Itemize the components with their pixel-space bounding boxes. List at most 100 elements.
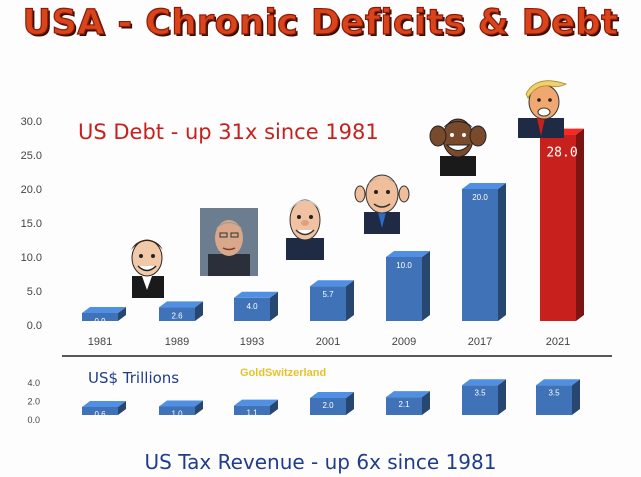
caricature-2009-image — [429, 118, 487, 176]
debt-bar-front — [82, 313, 118, 321]
tax-data-label: 1.0 — [171, 410, 183, 419]
debt-x-tick: 1989 — [165, 336, 189, 348]
caricature-1993-image — [286, 199, 324, 260]
debt-data-label: 20.0 — [472, 193, 488, 202]
tax-y-tick: 2.0 — [27, 397, 40, 407]
tax-bar-top — [234, 399, 278, 406]
tax-bar-side — [118, 401, 126, 415]
debt-data-label: 0.9 — [94, 317, 106, 326]
debt-data-label: 28.0 — [546, 146, 577, 161]
debt-bar-front — [462, 189, 498, 321]
tax-bar-side — [195, 400, 203, 415]
debt-y-tick: 5.0 — [27, 286, 42, 298]
debt-data-label: 2.6 — [171, 311, 183, 320]
tax-y-tick: 0.0 — [27, 415, 40, 425]
unit-label: US$ Trillions — [88, 369, 180, 387]
tax-bar-top — [462, 379, 506, 386]
debt-bar-side — [270, 291, 278, 321]
tax-data-label: 1.1 — [246, 409, 258, 418]
caricature-1981-image — [131, 239, 164, 298]
debt-bar-top — [386, 251, 430, 257]
debt-y-tick: 20.0 — [21, 184, 42, 196]
debt-bar-top — [159, 301, 203, 308]
debt-bar-front — [159, 307, 195, 321]
tax-bar-front — [159, 406, 195, 415]
tax-bar — [462, 379, 506, 415]
debt-data-label: 5.7 — [322, 290, 334, 299]
debt-y-tick: 0.0 — [27, 320, 42, 332]
tax-bar-side — [422, 391, 430, 415]
debt-bar-front — [540, 134, 576, 321]
tax-y-tick: 4.0 — [27, 378, 40, 388]
tax-data-label: 0.6 — [94, 410, 106, 419]
debt-x-tick: 2021 — [546, 336, 570, 348]
debt-y-tick: 25.0 — [21, 150, 42, 162]
tax-bar — [234, 399, 278, 415]
debt-bar-side — [195, 301, 203, 321]
debt-bar — [82, 307, 126, 321]
debt-x-tick: 1981 — [88, 336, 112, 348]
tax-bar-front — [386, 397, 422, 415]
tax-bar — [386, 391, 430, 415]
tax-data-label: 2.1 — [398, 400, 410, 409]
debt-y-tick: 15.0 — [21, 218, 42, 230]
debt-bar-side — [576, 128, 584, 321]
debt-x-tick: 2001 — [316, 336, 340, 348]
tax-bar — [536, 379, 580, 415]
debt-x-tick: 1993 — [240, 336, 264, 348]
tax-data-label: 2.0 — [322, 401, 334, 410]
debt-bar — [462, 183, 506, 321]
debt-bar-front — [310, 286, 346, 321]
caricature-2001-image — [354, 174, 410, 234]
debt-annotation: US Debt - up 31x since 1981 — [78, 120, 379, 144]
tax-y-axis-ticks: 0.0 2.0 4.0 — [27, 378, 40, 425]
tax-bar-top — [159, 400, 203, 407]
tax-bar-front — [536, 385, 572, 415]
tax-bar-top — [310, 392, 354, 398]
debt-bar-side — [118, 307, 126, 321]
debt-bar-side — [346, 280, 354, 321]
caricature-2021-image — [518, 80, 568, 138]
tax-bar-top — [536, 379, 580, 386]
tax-bar-front — [462, 385, 498, 415]
debt-bar — [386, 251, 430, 321]
tax-bar — [159, 400, 203, 415]
tax-bar-side — [572, 379, 580, 415]
debt-bar — [310, 280, 354, 321]
debt-data-label: 4.0 — [246, 302, 258, 311]
debt-bar — [159, 301, 203, 321]
watermark: GoldSwitzerland — [240, 367, 327, 379]
tax-bar-top — [386, 391, 430, 398]
debt-data-label: 10.0 — [396, 261, 412, 270]
debt-bar-top — [310, 280, 354, 287]
tax-bar-front — [310, 398, 346, 415]
debt-bar-side — [498, 183, 506, 321]
debt-x-tick: 2009 — [392, 336, 416, 348]
debt-bar-front — [234, 297, 270, 321]
debt-bar-front — [386, 257, 422, 321]
tax-annotation: US Tax Revenue - up 6x since 1981 — [144, 450, 497, 474]
debt-y-tick: 10.0 — [21, 252, 42, 264]
debt-bar-top — [82, 307, 126, 313]
debt-y-tick: 30.0 — [21, 116, 42, 128]
debt-x-axis-ticks: 1981 1989 1993 2001 2009 2017 2021 — [88, 336, 570, 348]
tax-bars: 0.6 1.0 1.1 2.0 2.1 3.5 3.5 — [82, 379, 580, 419]
tax-data-label: 3.5 — [474, 388, 486, 397]
debt-bar-top — [234, 291, 278, 298]
debt-bar-top — [462, 183, 506, 189]
tax-bar-side — [498, 379, 506, 415]
tax-bar-front — [234, 405, 270, 415]
portrait-1989-image — [200, 208, 258, 276]
tax-data-label: 3.5 — [548, 388, 560, 397]
tax-bar — [82, 401, 126, 415]
tax-bar — [310, 392, 354, 415]
debt-bar — [234, 291, 278, 321]
debt-x-tick: 2017 — [468, 336, 492, 348]
tax-bar-side — [346, 392, 354, 415]
chart-title: USA - Chronic Deficits & Debt — [22, 2, 619, 43]
debt-bars: 0.9 2.6 4.0 5.7 10.0 20.0 28.0 — [82, 128, 584, 326]
tax-bar-top — [82, 401, 126, 407]
tax-bar-side — [270, 399, 278, 415]
debt-y-axis-ticks: 0.0 5.0 10.0 15.0 20.0 25.0 30.0 — [21, 116, 42, 332]
